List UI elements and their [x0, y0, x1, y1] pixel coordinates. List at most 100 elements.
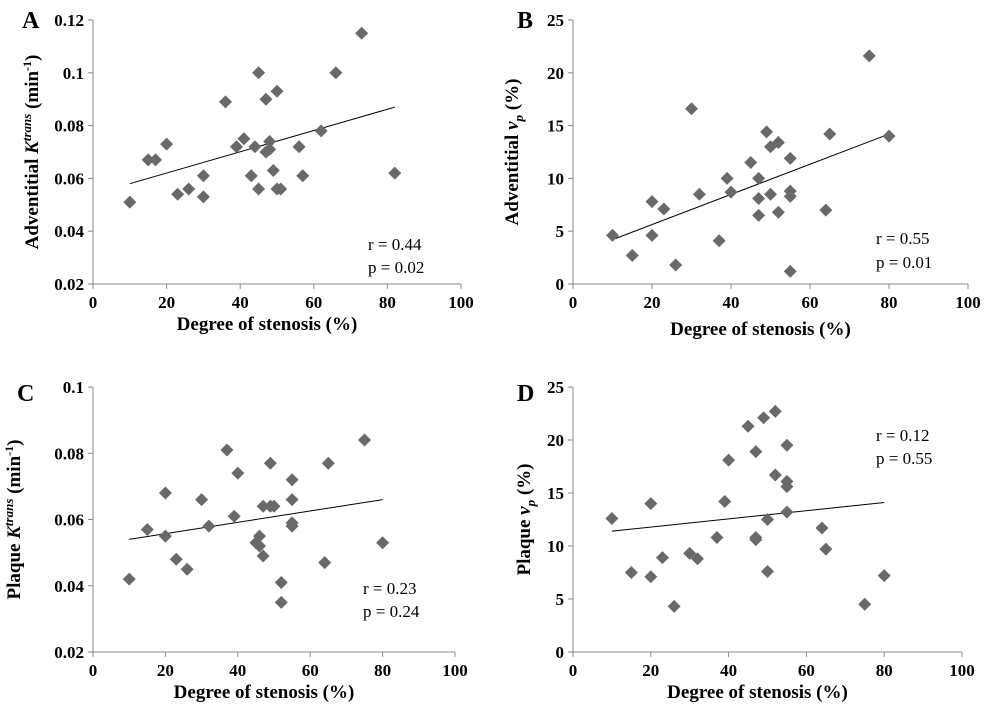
x-tick-label: 20	[157, 661, 174, 680]
data-point	[231, 466, 245, 480]
data-point	[644, 570, 658, 584]
panel-label: C	[17, 381, 34, 407]
data-point	[761, 513, 774, 526]
y-tick-label: 15	[547, 117, 564, 136]
x-tick-label: 20	[644, 293, 661, 312]
data-point	[605, 511, 619, 525]
data-point	[259, 92, 273, 106]
data-point	[644, 497, 658, 511]
x-tick-label: 40	[720, 661, 737, 680]
data-point	[858, 597, 872, 611]
data-point	[645, 195, 659, 209]
data-point	[244, 169, 258, 183]
x-tick-label: 60	[798, 661, 815, 680]
data-point	[757, 411, 771, 425]
data-point	[692, 187, 706, 201]
data-point	[815, 521, 829, 535]
data-point	[274, 575, 288, 589]
data-point	[376, 536, 390, 550]
x-tick-label: 0	[569, 661, 578, 680]
y-tick-label: 25	[547, 11, 564, 30]
x-tick-label: 60	[802, 293, 819, 312]
data-point	[669, 258, 683, 272]
data-point	[318, 556, 332, 570]
trendline	[129, 106, 395, 185]
data-point	[267, 499, 281, 513]
panel-b: 0 5 10 15 20 25 0 20 40 60 80 100 Degree of stenosis…	[502, 8, 981, 340]
data-point	[685, 102, 698, 116]
data-point	[823, 127, 837, 141]
x-tick-label: 40	[723, 293, 740, 312]
y-tick-label: 0.04	[54, 577, 84, 596]
data-point	[195, 493, 209, 507]
y-tick-label: 0.08	[54, 444, 84, 463]
data-point	[690, 552, 704, 566]
data-point	[285, 493, 299, 507]
data-point	[752, 208, 766, 222]
data-point	[710, 531, 724, 545]
y-tick-label: 20	[547, 64, 564, 83]
x-tick-label: 60	[305, 293, 322, 312]
annotation-p: p = 0.02	[368, 258, 424, 277]
data-point	[253, 539, 267, 553]
data-point	[624, 566, 638, 579]
data-point	[256, 499, 270, 513]
data-point	[171, 187, 185, 201]
y-tick-label: 5	[556, 222, 565, 241]
data-point	[741, 419, 755, 433]
data-point	[149, 153, 163, 167]
data-point	[285, 519, 299, 533]
y-axis-label: Adventitial Ktrans (min-1)	[19, 55, 43, 250]
data-point	[752, 171, 766, 185]
data-point	[783, 151, 797, 165]
data-point	[720, 171, 734, 185]
data-point	[274, 182, 288, 196]
x-tick-label: 0	[89, 661, 98, 680]
x-tick-label: 100	[448, 293, 474, 312]
data-point	[196, 190, 210, 204]
data-point	[768, 468, 782, 482]
data-point	[645, 228, 659, 242]
y-tick-label: 0.12	[54, 11, 84, 30]
data-point	[718, 494, 732, 508]
data-point	[606, 228, 619, 242]
data-point	[285, 473, 299, 487]
annotation-p: p = 0.55	[876, 449, 932, 468]
data-point	[862, 49, 876, 63]
x-axis-label: Degree of stenosis (%)	[667, 682, 848, 703]
data-point	[158, 529, 172, 543]
data-point	[358, 433, 371, 447]
data-point	[263, 134, 277, 148]
data-point	[237, 132, 251, 146]
data-point	[270, 84, 284, 98]
x-tick-label: 40	[229, 661, 246, 680]
y-tick-label: 0.04	[54, 222, 84, 241]
data-point	[783, 189, 797, 203]
data-point	[749, 531, 763, 545]
y-tick-label: 5	[556, 590, 565, 609]
data-point	[355, 26, 369, 40]
data-point	[227, 509, 241, 523]
data-point	[724, 185, 738, 199]
data-point	[292, 140, 306, 154]
data-point	[744, 156, 758, 170]
trendline	[612, 133, 890, 241]
x-tick-label: 0	[89, 293, 98, 312]
x-axis-label: Degree of stenosis (%)	[174, 682, 355, 703]
data-point	[263, 142, 277, 156]
data-point	[657, 202, 671, 216]
data-point	[819, 203, 833, 217]
y-axis-label: Plaque vp (%)	[514, 463, 538, 575]
data-point	[783, 264, 797, 278]
x-tick-label: 60	[302, 661, 319, 680]
trendline	[129, 499, 383, 540]
data-point	[764, 187, 777, 201]
panel-label: D	[517, 381, 534, 407]
y-axis-label: Plaque Ktrans (min-1)	[1, 440, 25, 600]
x-tick-label: 100	[949, 661, 975, 680]
data-point	[266, 163, 280, 177]
data-point	[196, 169, 210, 183]
data-point	[256, 549, 270, 563]
data-point	[819, 542, 833, 556]
data-point	[160, 137, 174, 151]
